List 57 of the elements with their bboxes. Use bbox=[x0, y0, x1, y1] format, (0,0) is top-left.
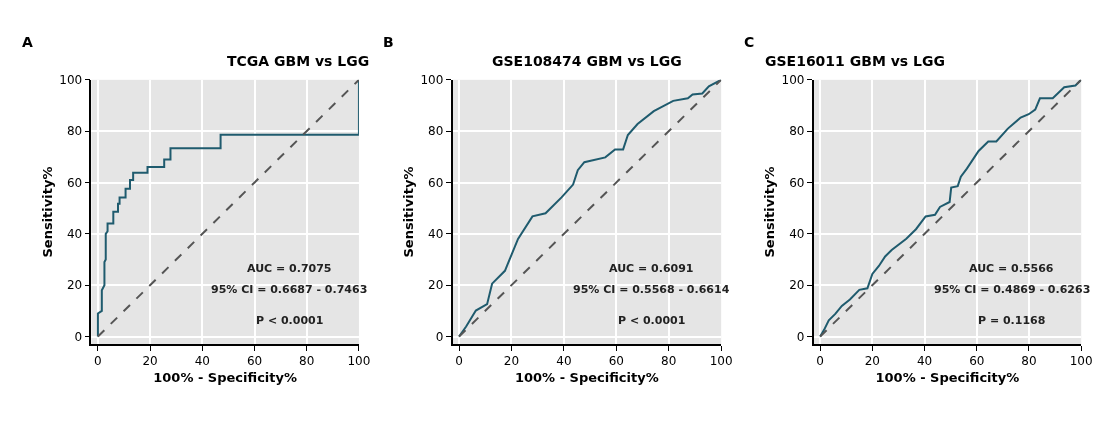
annotation: P = 0.1168 bbox=[978, 314, 1046, 327]
chart-title: GSE16011 GBM vs LGG bbox=[765, 53, 945, 69]
x-tick-label: 60 bbox=[608, 354, 624, 369]
y-axis-title: Sensitivity% bbox=[39, 166, 55, 258]
x-tick-label: 20 bbox=[503, 354, 520, 369]
x-tick-label: 40 bbox=[194, 354, 210, 369]
x-tick-label: 20 bbox=[142, 354, 158, 369]
y-tick-label: 40 bbox=[789, 227, 805, 242]
x-tick-label: 100 bbox=[709, 354, 733, 369]
annotation: AUC = 0.6091 bbox=[609, 262, 694, 275]
x-tick-label: 80 bbox=[661, 354, 677, 369]
x-axis-title: 100% - Specificity% bbox=[153, 370, 298, 386]
y-tick-label: 60 bbox=[428, 175, 444, 190]
y-tick-label: 0 bbox=[74, 329, 83, 344]
x-tick-label: 80 bbox=[1021, 354, 1037, 369]
y-axis-title: Sensitivity% bbox=[762, 166, 778, 258]
y-tick-label: 60 bbox=[789, 175, 805, 190]
chart-title: TCGA GBM vs LGG bbox=[227, 53, 370, 69]
x-tick-label: 0 bbox=[816, 354, 824, 369]
y-tick-label: 0 bbox=[796, 329, 805, 344]
chart-title: GSE108474 GBM vs LGG bbox=[492, 53, 682, 69]
y-tick-label: 20 bbox=[428, 278, 444, 293]
y-tick-label: 80 bbox=[66, 124, 83, 139]
y-tick-label: 100 bbox=[781, 73, 805, 88]
x-tick-label: 40 bbox=[556, 354, 572, 369]
annotation: P < 0.0001 bbox=[256, 314, 324, 327]
x-tick-label: 0 bbox=[94, 354, 102, 369]
x-axis-title: 100% - Specificity% bbox=[514, 370, 659, 386]
x-tick-label: 100 bbox=[1069, 354, 1093, 369]
y-tick-label: 80 bbox=[428, 124, 444, 139]
x-axis-title: 100% - Specificity% bbox=[875, 370, 1020, 386]
x-tick-label: 0 bbox=[455, 354, 463, 369]
text: A bbox=[22, 34, 33, 50]
x-tick-label: 60 bbox=[969, 354, 985, 369]
annotation: AUC = 0.7075 bbox=[247, 262, 332, 275]
y-tick-label: 100 bbox=[420, 73, 444, 88]
y-tick-label: 80 bbox=[789, 124, 805, 139]
annotation: 95% CI = 0.6687 - 0.7463 bbox=[211, 283, 368, 296]
text: B bbox=[383, 34, 394, 50]
y-tick-label: 0 bbox=[435, 329, 444, 344]
y-axis-title: Sensitivity% bbox=[400, 166, 416, 258]
y-tick-label: 100 bbox=[59, 73, 83, 88]
annotation: 95% CI = 0.4869 - 0.6263 bbox=[934, 283, 1091, 296]
annotation: AUC = 0.5566 bbox=[969, 262, 1054, 275]
text: C bbox=[744, 34, 755, 50]
y-tick-label: 40 bbox=[428, 227, 444, 242]
y-tick-label: 60 bbox=[66, 175, 83, 190]
x-tick-label: 80 bbox=[299, 354, 315, 369]
x-tick-label: 20 bbox=[864, 354, 881, 369]
x-tick-label: 100 bbox=[347, 354, 371, 369]
y-tick-label: 20 bbox=[789, 278, 805, 293]
y-tick-label: 20 bbox=[66, 278, 83, 293]
x-tick-label: 40 bbox=[916, 354, 933, 369]
y-tick-label: 40 bbox=[66, 227, 83, 242]
x-tick-label: 60 bbox=[246, 354, 263, 369]
annotation: 95% CI = 0.5568 - 0.6614 bbox=[573, 283, 730, 296]
annotation: P < 0.0001 bbox=[618, 314, 686, 327]
